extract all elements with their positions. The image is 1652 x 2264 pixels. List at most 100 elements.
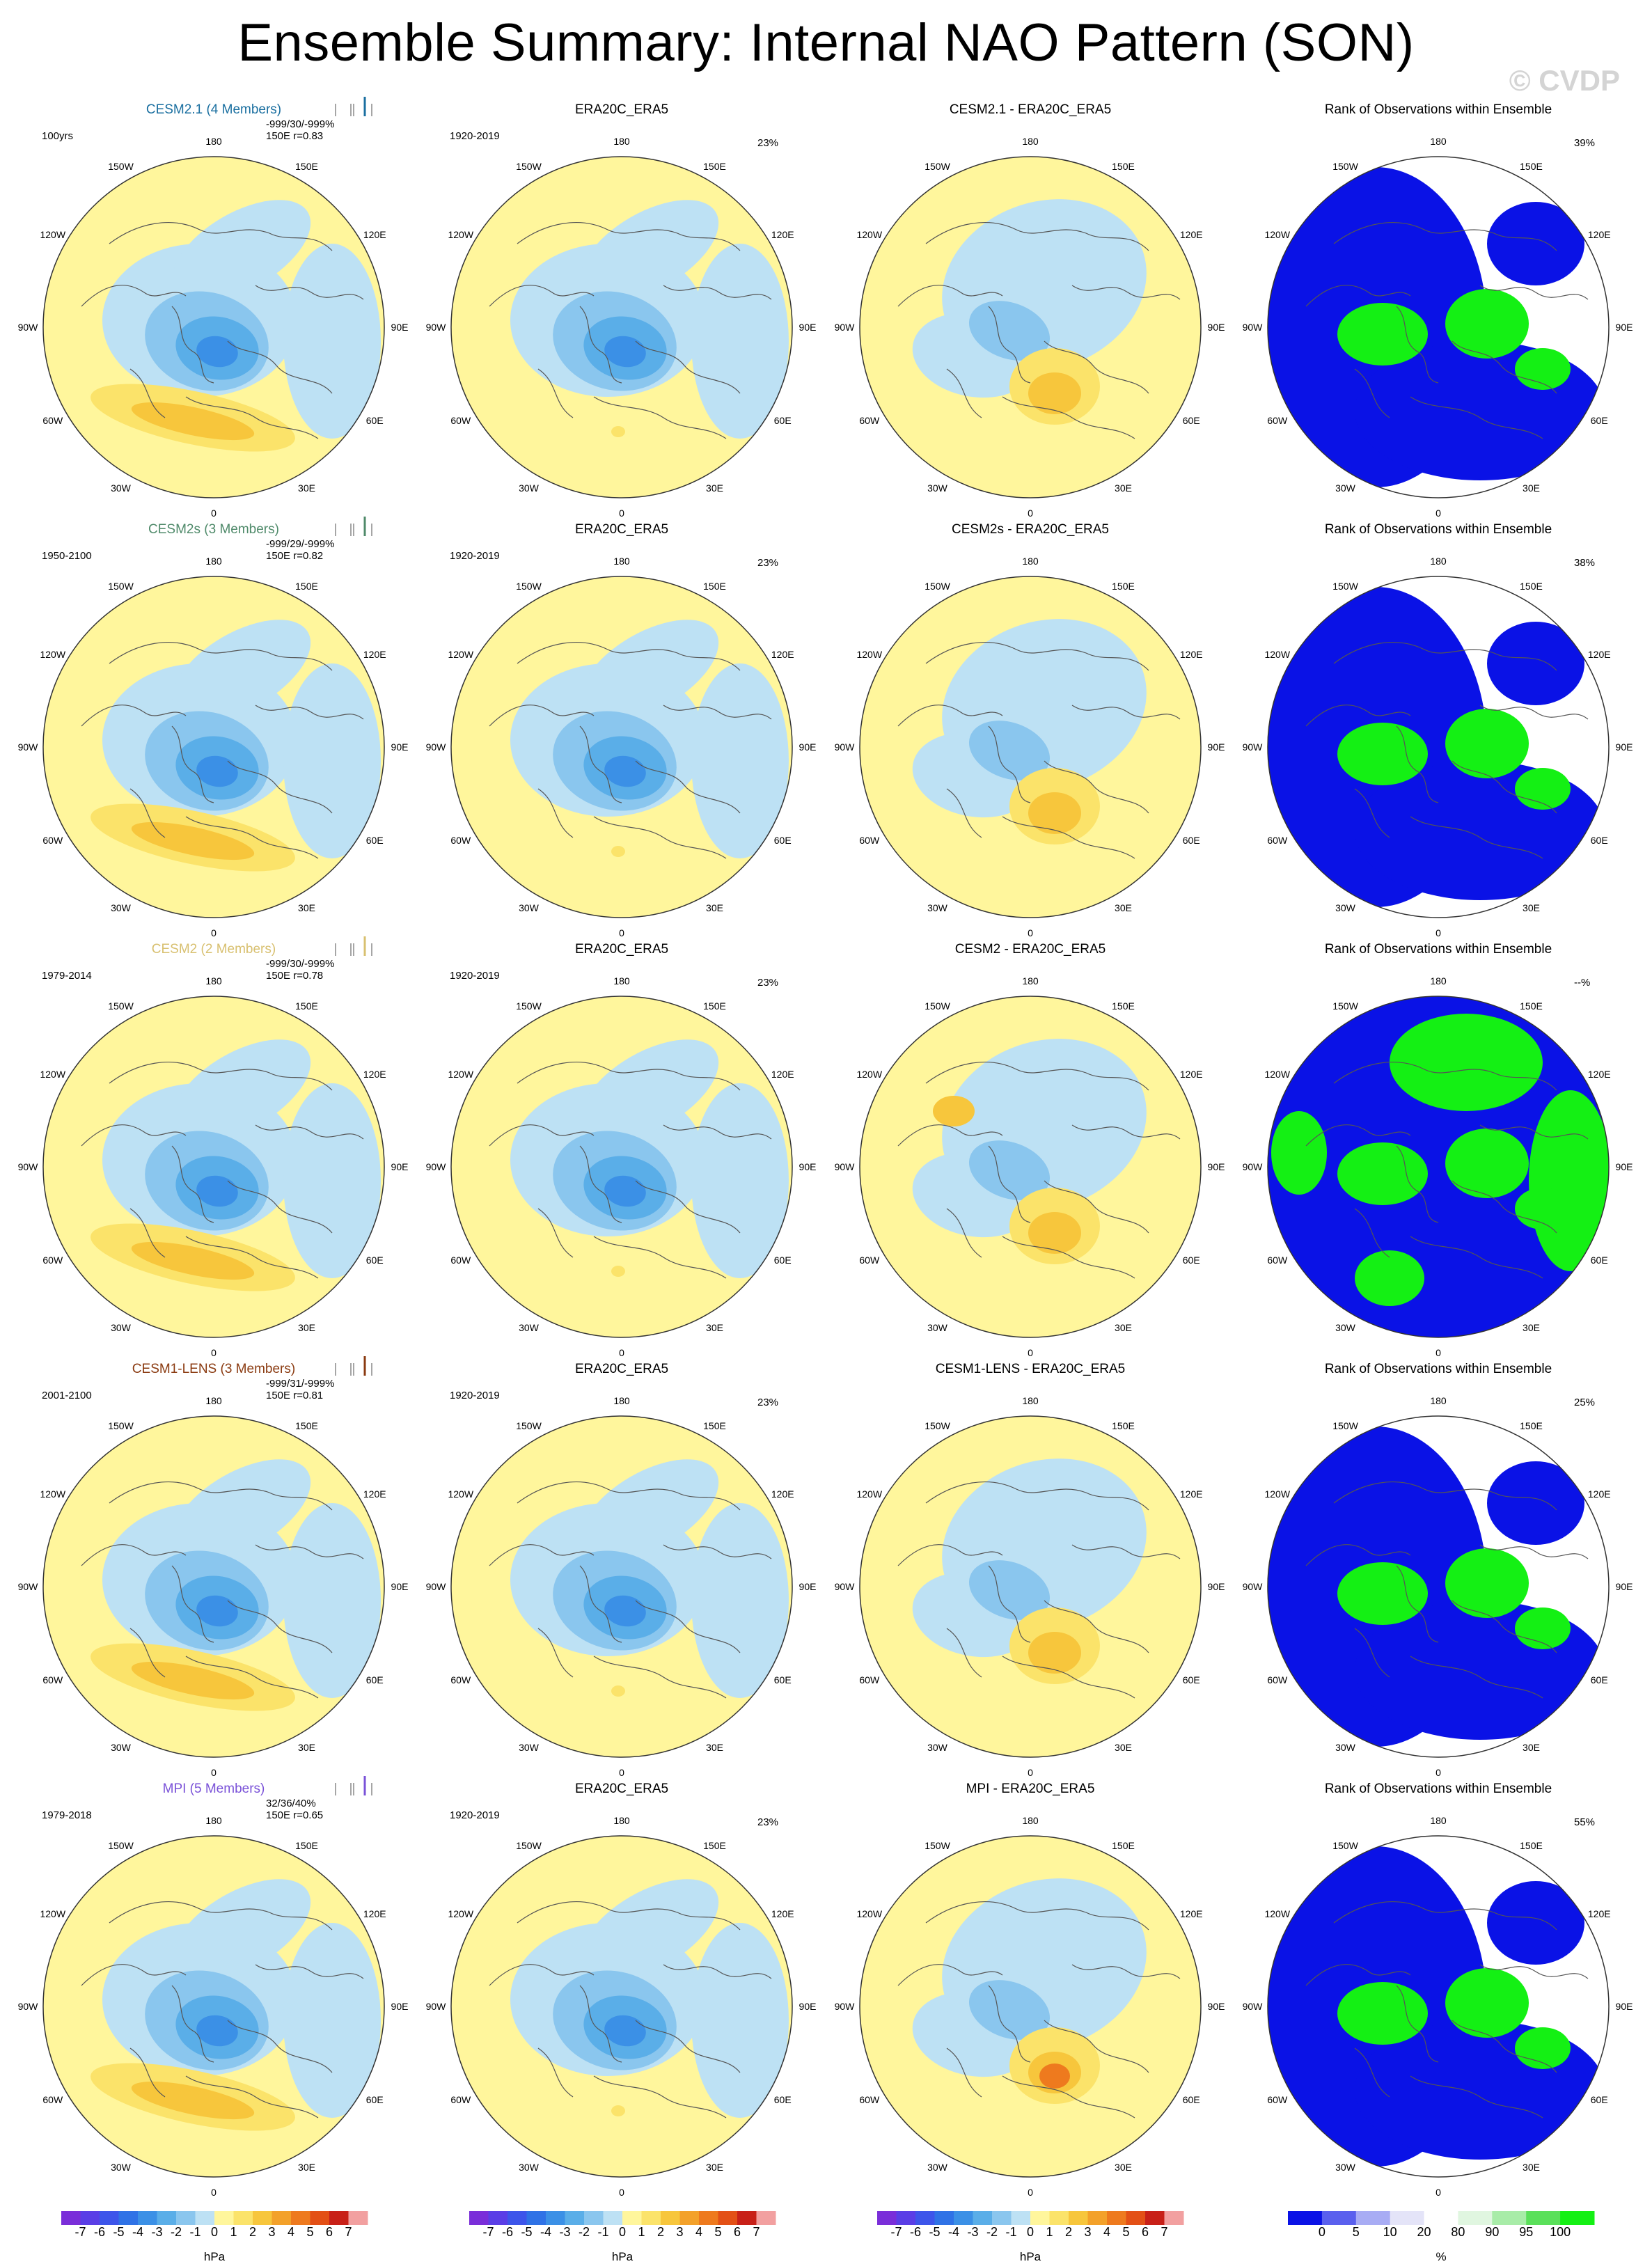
longitude-label: 90E	[799, 741, 817, 753]
model-map	[42, 996, 385, 1338]
rank-high-region	[1445, 289, 1529, 359]
rank-high-region	[1271, 1111, 1327, 1195]
colorbar-swatch	[80, 2211, 100, 2225]
positive-anomaly	[611, 2105, 625, 2116]
coastline-line	[227, 340, 333, 394]
longitude-label: 30E	[298, 902, 315, 914]
longitude-label: 150W	[925, 1839, 950, 1851]
longitude-label: 0	[619, 1347, 624, 1358]
colorbar-swatch	[1164, 2211, 1184, 2225]
rank-map	[1267, 1415, 1610, 1758]
panel-title: CESM1-LENS - ERA20C_ERA5	[935, 1362, 1126, 1376]
longitude-label: 30E	[298, 1742, 315, 1754]
longitude-label: 60W	[42, 2093, 63, 2105]
longitude-label: 120E	[771, 1488, 794, 1500]
colorbar-unit: hPa	[611, 2250, 634, 2263]
positive-anomaly	[131, 1241, 255, 1280]
coastline-line	[635, 760, 741, 814]
longitude-label: 60W	[450, 2093, 471, 2105]
coastline-line	[593, 1236, 727, 1279]
longitude-label: 60E	[1590, 1254, 1608, 1266]
map-boundary	[859, 1415, 1202, 1758]
positive-anomaly	[1028, 372, 1081, 414]
map-boundary	[450, 1835, 793, 2178]
longitude-label: 150W	[516, 1839, 542, 1851]
obs-map	[450, 576, 793, 918]
longitude-label: 90E	[1615, 1161, 1633, 1172]
stats-block: -999/29/-999% 150E r=0.82	[266, 538, 334, 562]
coastline-line	[925, 642, 1149, 671]
coastline-line	[489, 1964, 595, 1986]
pattern-correlation: 150E r=0.82	[266, 550, 324, 562]
panel-title: CESM2.1 - ERA20C_ERA5	[949, 102, 1112, 117]
longitude-label: 90W	[17, 1161, 38, 1172]
longitude-label: 120E	[771, 648, 794, 660]
positive-anomaly	[1039, 2063, 1070, 2089]
longitude-label: 120W	[40, 1908, 66, 1919]
coastline-line	[537, 2047, 574, 2098]
longitude-label: 60W	[450, 1254, 471, 1266]
colorbar-swatch	[565, 2211, 585, 2225]
longitude-label: 150E	[1112, 1839, 1135, 1851]
longitude-label: 120E	[1179, 1068, 1203, 1080]
colorbar-tick-label: -7	[74, 2225, 86, 2239]
obs-map	[450, 996, 793, 1338]
map-boundary	[859, 1835, 1202, 2178]
map-boundary	[450, 576, 793, 918]
coastline-line	[663, 1124, 772, 1140]
colorbar-swatch	[992, 2211, 1012, 2225]
colorbar-swatch	[934, 2211, 954, 2225]
longitude-label: 0	[211, 1347, 217, 1358]
longitude-label: 90E	[391, 322, 409, 333]
period-label: 1920-2019	[450, 1390, 500, 1401]
longitude-label: 180	[1430, 556, 1447, 567]
longitude-label: 120W	[856, 648, 883, 660]
panel-title: ERA20C_ERA5	[574, 1362, 669, 1376]
negative-anomaly	[196, 336, 238, 368]
colorbar-tick-label: -4	[947, 2225, 960, 2239]
positive-anomaly	[611, 1685, 625, 1697]
longitude-label: 180	[1022, 1395, 1039, 1406]
rank-low-region	[1487, 1881, 1584, 1965]
stats-percent: -999/29/-999%	[266, 538, 335, 550]
percent-variance-label: 25%	[1574, 1397, 1596, 1408]
longitude-label: 120E	[363, 1068, 386, 1080]
longitude-label: 180	[613, 556, 630, 567]
positive-anomaly	[131, 2081, 255, 2120]
longitude-label: 90W	[17, 2001, 38, 2012]
longitude-label: 0	[1435, 1347, 1441, 1358]
coastline-line	[227, 1180, 333, 1234]
coastline-line	[579, 725, 622, 803]
colorbar-tick-label: 5	[1352, 2225, 1360, 2239]
longitude-label: 120E	[363, 1488, 386, 1500]
longitude-label: 120E	[771, 1908, 794, 1919]
longitude-label: 180	[1022, 1815, 1039, 1826]
longitude-label: 180	[205, 1815, 222, 1826]
longitude-label: 120E	[1587, 1068, 1611, 1080]
longitude-label: 0	[211, 508, 217, 519]
coastline-line	[1002, 396, 1135, 439]
longitude-label: 30E	[1523, 482, 1540, 494]
longitude-label: 60E	[1182, 414, 1200, 426]
longitude-label: 0	[1028, 1767, 1033, 1778]
coastline-line	[1002, 816, 1135, 859]
colorbar-swatch	[718, 2211, 738, 2225]
coastline-line	[1410, 2075, 1543, 2118]
percent-variance-label: 23%	[757, 557, 779, 569]
colorbar-swatch	[679, 2211, 700, 2225]
longitude-label: 90W	[1242, 1581, 1263, 1592]
negative-anomaly	[604, 755, 646, 787]
longitude-label: 90W	[1242, 1161, 1263, 1172]
colorbar-tick-label: 0	[618, 2225, 627, 2239]
coastline-line	[579, 1985, 622, 2063]
colorbar-tick-label: 7	[1161, 2225, 1168, 2239]
negative-anomaly	[196, 1595, 238, 1627]
longitude-label: 90E	[1207, 1161, 1225, 1172]
coastline-line	[988, 306, 1031, 384]
coastline-line	[489, 1124, 595, 1147]
longitude-label: 30W	[519, 482, 539, 494]
positive-anomaly	[611, 1266, 625, 1277]
coastline-line	[1354, 2047, 1390, 2098]
longitude-label: 30E	[1523, 2162, 1540, 2173]
longitude-label: 180	[613, 1395, 630, 1406]
